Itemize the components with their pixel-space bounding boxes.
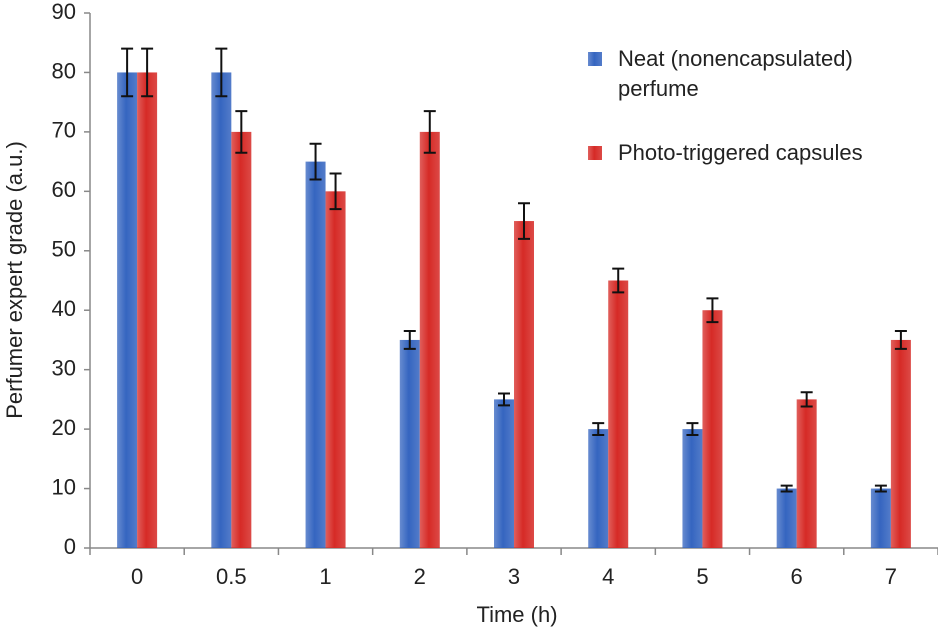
bar (588, 429, 609, 548)
legend-marker (588, 52, 602, 66)
error-bar (403, 330, 416, 350)
legend-marker (588, 146, 602, 160)
x-tick-label: 0 (131, 564, 143, 589)
bar (399, 339, 420, 548)
bar (682, 429, 703, 548)
y-tick-label: 10 (52, 474, 76, 499)
bar (137, 72, 158, 548)
error-bar (215, 47, 228, 98)
bar (870, 488, 891, 548)
bar (494, 399, 514, 548)
error-bar (329, 172, 342, 211)
x-tick-label: 7 (885, 564, 897, 589)
bar (117, 72, 138, 548)
bar (419, 131, 440, 548)
y-axis-title: Perfumer expert grade (a.u.) (2, 141, 27, 419)
bar (231, 131, 252, 548)
error-bar (423, 110, 436, 154)
error-bar (686, 422, 699, 437)
x-tick-label: 1 (319, 564, 331, 589)
x-tick-label: 0.5 (216, 564, 247, 589)
bar (776, 488, 797, 548)
y-tick-label: 50 (52, 237, 76, 262)
y-tick-label: 90 (52, 0, 76, 24)
x-tick-label: 5 (696, 564, 708, 589)
bar (702, 310, 723, 548)
error-bar (518, 202, 530, 240)
error-bar (780, 484, 793, 493)
error-bar (141, 47, 154, 98)
error-bar (612, 267, 625, 294)
y-tick-label: 30 (52, 355, 76, 380)
error-bar (706, 297, 719, 324)
error-bar (498, 392, 510, 407)
x-tick-label: 6 (791, 564, 803, 589)
error-bar (235, 110, 248, 154)
y-tick-label: 40 (52, 296, 76, 321)
error-bar (874, 484, 887, 493)
legend-label: Neat (nonencapsulated) perfume (618, 46, 853, 101)
bar (890, 339, 911, 548)
error-bar (121, 47, 134, 98)
legend-label: Photo-triggered capsules (618, 140, 863, 165)
y-tick-label: 20 (52, 415, 76, 440)
error-bar (800, 391, 813, 408)
y-tick-label: 80 (52, 58, 76, 83)
error-bar (894, 330, 907, 350)
y-tick-label: 70 (52, 118, 76, 143)
error-bar (592, 422, 605, 437)
bar (514, 221, 534, 549)
bar (796, 399, 817, 548)
x-tick-label: 4 (602, 564, 614, 589)
x-tick-label: 3 (508, 564, 520, 589)
y-tick-label: 0 (64, 534, 76, 559)
bar (325, 191, 346, 549)
x-axis-title: Time (h) (476, 602, 557, 627)
bar (305, 161, 326, 548)
y-tick-label: 60 (52, 177, 76, 202)
bar (211, 72, 232, 548)
bar (608, 280, 629, 548)
error-bar (309, 142, 322, 181)
x-tick-label: 2 (414, 564, 426, 589)
